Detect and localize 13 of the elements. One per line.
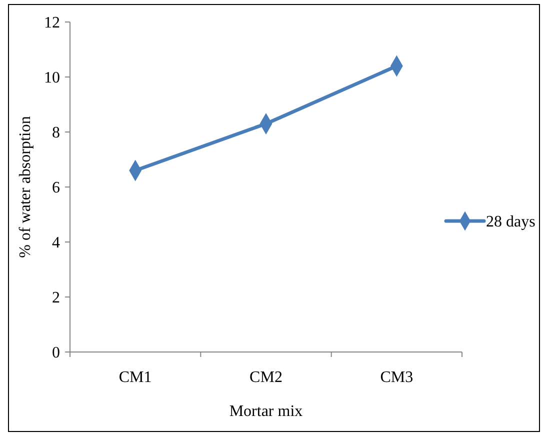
y-tick-label: 12 xyxy=(44,14,60,32)
x-axis-title: Mortar mix xyxy=(229,403,303,420)
y-tick-label: 2 xyxy=(52,290,60,307)
y-tick-label: 6 xyxy=(52,180,60,197)
x-tick-label: CM1 xyxy=(118,369,152,386)
x-tick-label: CM3 xyxy=(380,369,414,386)
y-axis-title: % of water absorption xyxy=(17,116,34,258)
y-tick-label: 10 xyxy=(44,70,60,87)
y-tick-label: 0 xyxy=(52,344,60,362)
y-tick-label: 8 xyxy=(52,124,60,142)
legend-label: 28 days xyxy=(486,214,536,231)
x-tick-label: CM2 xyxy=(250,369,282,386)
y-tick-label: 4 xyxy=(52,234,60,252)
